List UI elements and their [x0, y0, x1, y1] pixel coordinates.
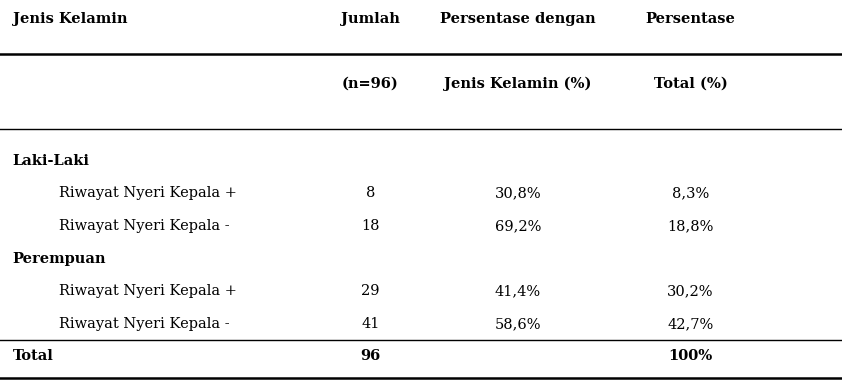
Text: (n=96): (n=96): [342, 77, 399, 91]
Text: Perempuan: Perempuan: [13, 252, 106, 265]
Text: 30,8%: 30,8%: [494, 186, 541, 200]
Text: Riwayat Nyeri Kepala +: Riwayat Nyeri Kepala +: [59, 186, 237, 200]
Text: Jumlah: Jumlah: [341, 12, 400, 25]
Text: Persentase dengan: Persentase dengan: [440, 12, 595, 25]
Text: 58,6%: 58,6%: [494, 317, 541, 331]
Text: Jenis Kelamin (%): Jenis Kelamin (%): [444, 77, 592, 91]
Text: 30,2%: 30,2%: [667, 284, 714, 298]
Text: 8: 8: [365, 186, 376, 200]
Text: Riwayat Nyeri Kepala -: Riwayat Nyeri Kepala -: [59, 317, 230, 331]
Text: Riwayat Nyeri Kepala -: Riwayat Nyeri Kepala -: [59, 219, 230, 233]
Text: Riwayat Nyeri Kepala +: Riwayat Nyeri Kepala +: [59, 284, 237, 298]
Text: 29: 29: [361, 284, 380, 298]
Text: 100%: 100%: [669, 349, 712, 363]
Text: 41: 41: [361, 317, 380, 331]
Text: Laki-Laki: Laki-Laki: [13, 154, 89, 167]
Text: 18: 18: [361, 219, 380, 233]
Text: Total (%): Total (%): [653, 77, 727, 91]
Text: 69,2%: 69,2%: [494, 219, 541, 233]
Text: Jenis Kelamin: Jenis Kelamin: [13, 12, 127, 25]
Text: 42,7%: 42,7%: [668, 317, 713, 331]
Text: Total: Total: [13, 349, 54, 363]
Text: 96: 96: [360, 349, 381, 363]
Text: 18,8%: 18,8%: [667, 219, 714, 233]
Text: Persentase: Persentase: [646, 12, 735, 25]
Text: 41,4%: 41,4%: [495, 284, 541, 298]
Text: 8,3%: 8,3%: [672, 186, 709, 200]
